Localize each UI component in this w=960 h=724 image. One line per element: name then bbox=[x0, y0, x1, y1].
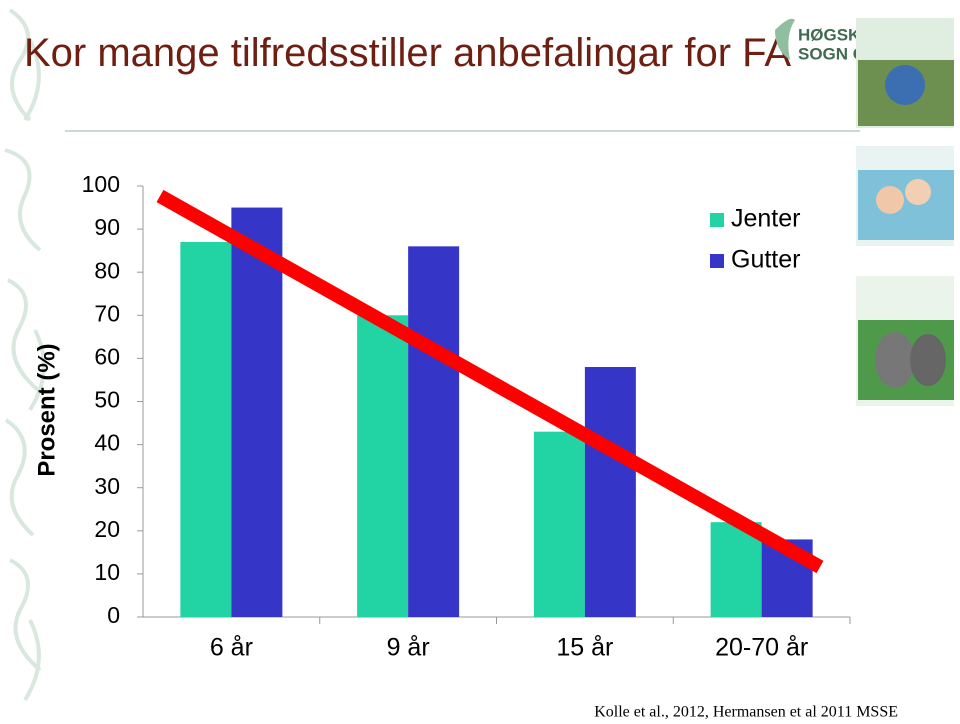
y-tick-label: 80 bbox=[94, 257, 120, 283]
y-tick-label: 0 bbox=[107, 602, 120, 628]
y-tick-label: 30 bbox=[94, 473, 120, 499]
bar bbox=[584, 367, 636, 617]
bar bbox=[710, 522, 762, 617]
x-tick-label: 15 år bbox=[556, 634, 613, 662]
y-tick-label: 90 bbox=[94, 214, 120, 240]
title: Kor mange tilfredsstiller anbefalingar f… bbox=[24, 31, 791, 75]
y-tick-label: 10 bbox=[94, 559, 120, 585]
logo-line: HØGSKU bbox=[798, 25, 873, 44]
bar bbox=[533, 431, 585, 617]
y-tick-label: 100 bbox=[82, 171, 120, 197]
y-tick-label: 50 bbox=[94, 387, 120, 413]
y-tick-label: 60 bbox=[94, 343, 120, 369]
y-tick-label: 20 bbox=[94, 516, 120, 542]
bar bbox=[408, 246, 460, 617]
legend-label: Gutter bbox=[731, 246, 800, 274]
x-tick-label: 9 år bbox=[387, 634, 430, 662]
x-tick-label: 6 år bbox=[210, 634, 253, 662]
y-tick-label: 70 bbox=[94, 300, 120, 326]
legend-swatch bbox=[710, 213, 724, 227]
bar bbox=[231, 207, 283, 618]
decoration bbox=[4, 8, 46, 702]
legend-label: Jenter bbox=[731, 205, 800, 233]
x-tick-label: 20-70 år bbox=[715, 634, 808, 662]
trend-annotation bbox=[156, 189, 824, 574]
bar bbox=[180, 242, 232, 617]
report-covers bbox=[856, 18, 954, 406]
y-tick-label: 40 bbox=[94, 430, 120, 456]
y-axis-label: Prosent (%) bbox=[33, 343, 60, 476]
source: Kolle et al., 2012, Hermansen et al 2011… bbox=[594, 704, 898, 721]
legend-swatch bbox=[710, 254, 724, 268]
plot: 0 10 20 30 40 50 60 70 80 90 100 6 år 9 år 15 år 20-70… bbox=[82, 171, 851, 662]
bar bbox=[357, 315, 409, 617]
